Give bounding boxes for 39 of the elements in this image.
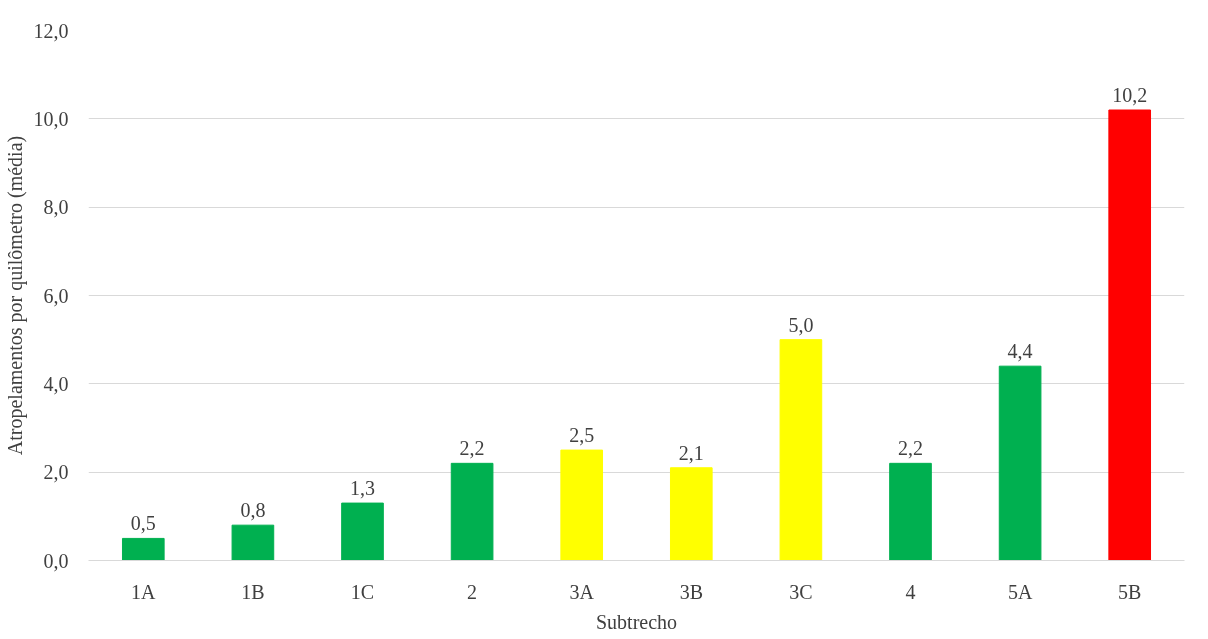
y-tick-label: 0,0	[43, 549, 69, 572]
bar	[560, 449, 604, 561]
data-label: 4,4	[1007, 340, 1033, 363]
data-label: 2,2	[898, 437, 923, 460]
x-tick-label: 5A	[1007, 580, 1033, 603]
data-label: 0,5	[130, 512, 156, 535]
x-tick-label: 5B	[1118, 580, 1142, 603]
y-tick-label: 10,0	[33, 107, 69, 130]
x-tick-label: 3C	[789, 580, 813, 603]
x-axis-title: Subtrecho	[595, 610, 678, 633]
bar	[1108, 109, 1152, 561]
y-axis-title: Atropelamentos por quilômetro (média)	[3, 135, 27, 456]
x-tick-label: 1B	[241, 580, 265, 603]
y-tick-label: 8,0	[43, 196, 69, 219]
x-tick-label: 4	[905, 580, 916, 603]
data-label: 10,2	[1112, 84, 1148, 106]
x-tick-label: 1A	[131, 580, 157, 603]
y-tick-label: 2,0	[43, 461, 69, 484]
bar	[121, 537, 165, 561]
data-label: 2,5	[569, 424, 595, 447]
data-label: 2,1	[678, 441, 704, 464]
data-label: 1,3	[350, 477, 375, 500]
y-tick-label: 6,0	[43, 284, 69, 307]
bar	[231, 524, 275, 561]
bar	[779, 339, 823, 561]
data-label: 5,0	[788, 313, 814, 336]
bar	[998, 365, 1042, 561]
x-tick-label: 1C	[350, 580, 375, 603]
data-label: 2,2	[459, 437, 485, 460]
data-label: 0,8	[240, 499, 266, 522]
y-tick-label: 12,0	[33, 19, 69, 42]
y-tick-label: 4,0	[43, 372, 69, 395]
x-tick-label: 2	[467, 580, 478, 603]
x-tick-label: 3A	[569, 580, 595, 603]
x-tick-label: 3B	[679, 580, 703, 603]
bar	[341, 502, 384, 561]
bar	[450, 462, 494, 561]
bar	[889, 462, 932, 561]
bar	[669, 467, 713, 561]
